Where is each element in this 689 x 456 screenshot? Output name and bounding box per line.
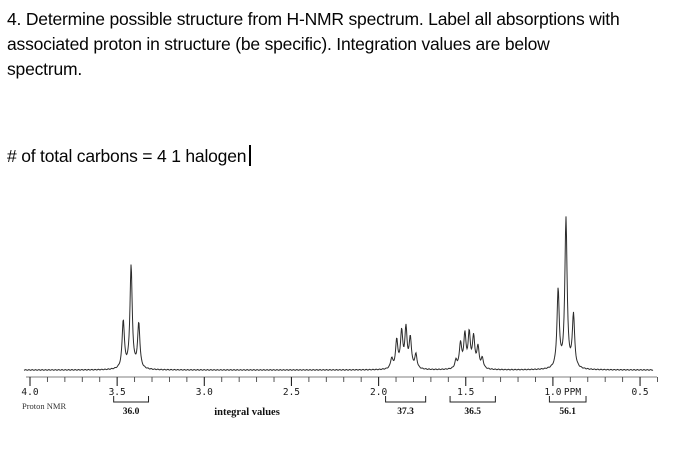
nmr-spectrum-svg: 4.0 3.5 3.0 2.5 2.0 1.5 1.0 0.5 PPM Proton NMR 36.…	[21, 216, 658, 418]
nmr-trace	[23, 216, 654, 371]
axis-tick-label: 1.0	[544, 387, 561, 398]
integral-value: 36.0	[123, 407, 140, 417]
integral-value: 37.3	[397, 407, 414, 417]
integral-bracket	[385, 396, 427, 403]
nmr-spectrum-figure: 4.0 3.5 3.0 2.5 2.0 1.5 1.0 0.5 PPM Proton NMR 36.…	[0, 205, 689, 450]
integral-bracket	[449, 396, 496, 403]
integral-value: 36.5	[464, 407, 481, 417]
axis-tick-label: 4.0	[21, 387, 38, 398]
axis-tick-label: 3.0	[196, 387, 213, 398]
axis-tick-label: 3.5	[109, 387, 126, 398]
axis-tick-label: 2.0	[370, 387, 387, 398]
answer-input-area[interactable]: # of total carbons = 4 1 halogen	[7, 144, 251, 169]
axis-tick-label: 0.5	[631, 387, 648, 398]
proton-nmr-label: Proton NMR	[22, 401, 66, 411]
question-text: 4. Determine possible structure from H-N…	[7, 7, 689, 82]
axis-tick-label: 1.5	[457, 387, 474, 398]
text-cursor	[249, 145, 251, 166]
integral-bracket	[548, 396, 587, 403]
integral-values-label: integral values	[214, 407, 280, 418]
question-line-3: spectrum.	[7, 59, 83, 79]
integral-value: 56.1	[559, 407, 576, 417]
question-line-1: 4. Determine possible structure from H-N…	[7, 9, 620, 29]
answer-text: # of total carbons = 4 1 halogen	[7, 146, 247, 166]
axis-tick-label: 2.5	[283, 387, 300, 398]
question-line-2: associated proton in structure (be speci…	[7, 34, 550, 54]
integral-bracket	[113, 396, 150, 403]
ppm-unit-label: PPM	[564, 387, 581, 398]
